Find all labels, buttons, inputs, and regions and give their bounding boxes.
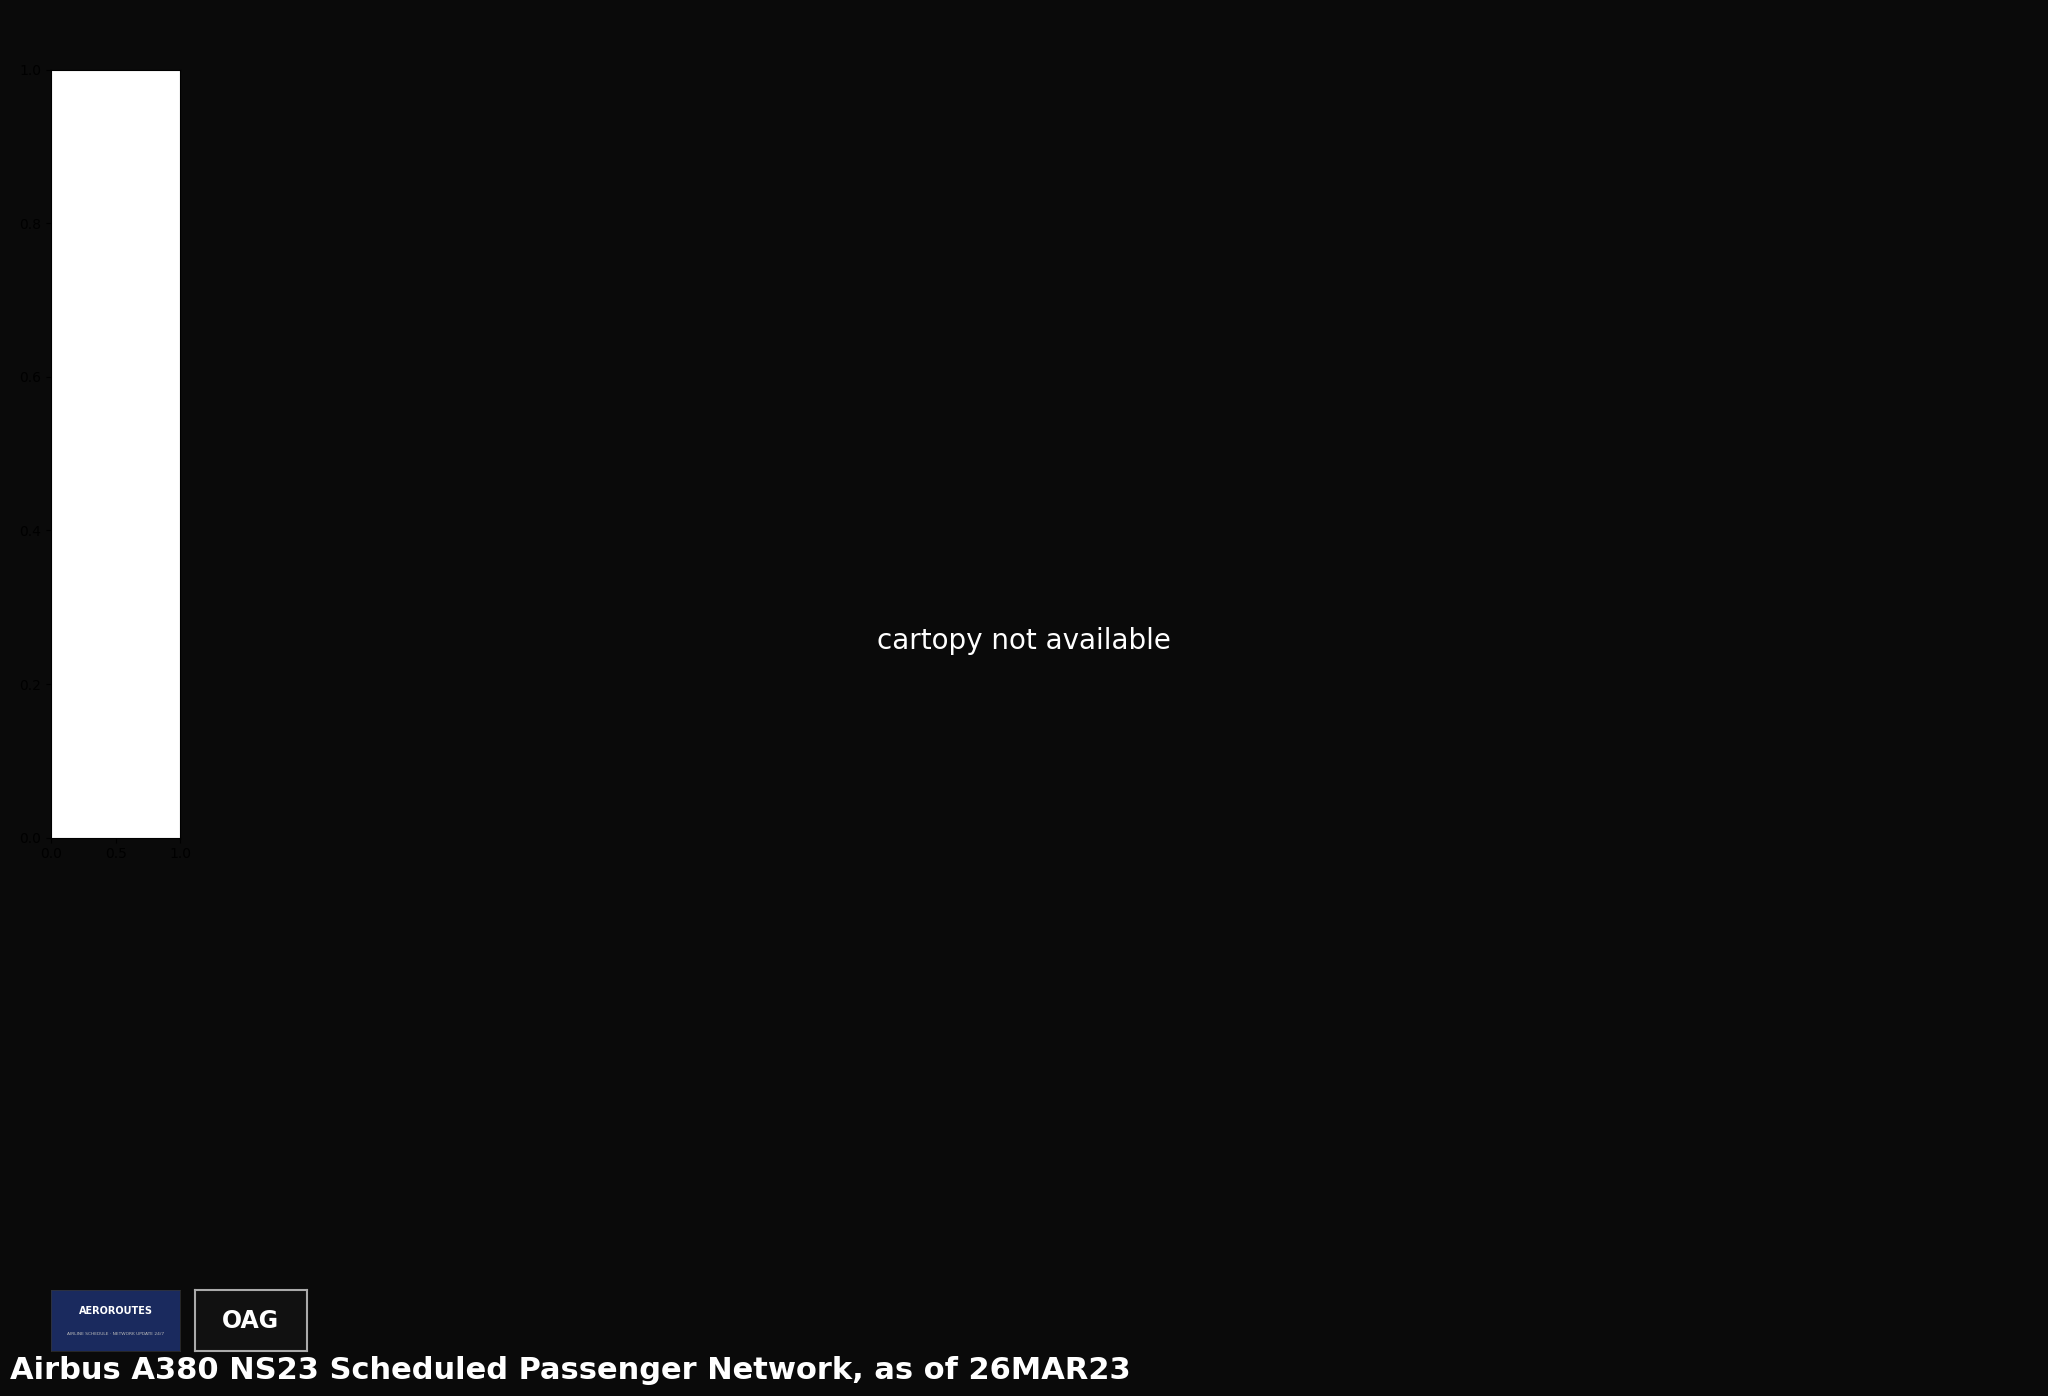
- Text: Airbus A380 NS23 Scheduled Passenger Network, as of 26MAR23: Airbus A380 NS23 Scheduled Passenger Net…: [10, 1356, 1130, 1385]
- Text: Compiled
by: Compiled by: [51, 1301, 106, 1330]
- Text: AEROROUTES: AEROROUTES: [78, 1307, 154, 1316]
- Text: AIRLINE SCHEDULE · NETWORK UPDATE 24/7: AIRLINE SCHEDULE · NETWORK UPDATE 24/7: [68, 1332, 164, 1336]
- Text: OAG: OAG: [223, 1308, 279, 1333]
- Text: Source by
Mapbox and: Source by Mapbox and: [195, 1301, 266, 1330]
- Text: cartopy not available: cartopy not available: [877, 627, 1171, 655]
